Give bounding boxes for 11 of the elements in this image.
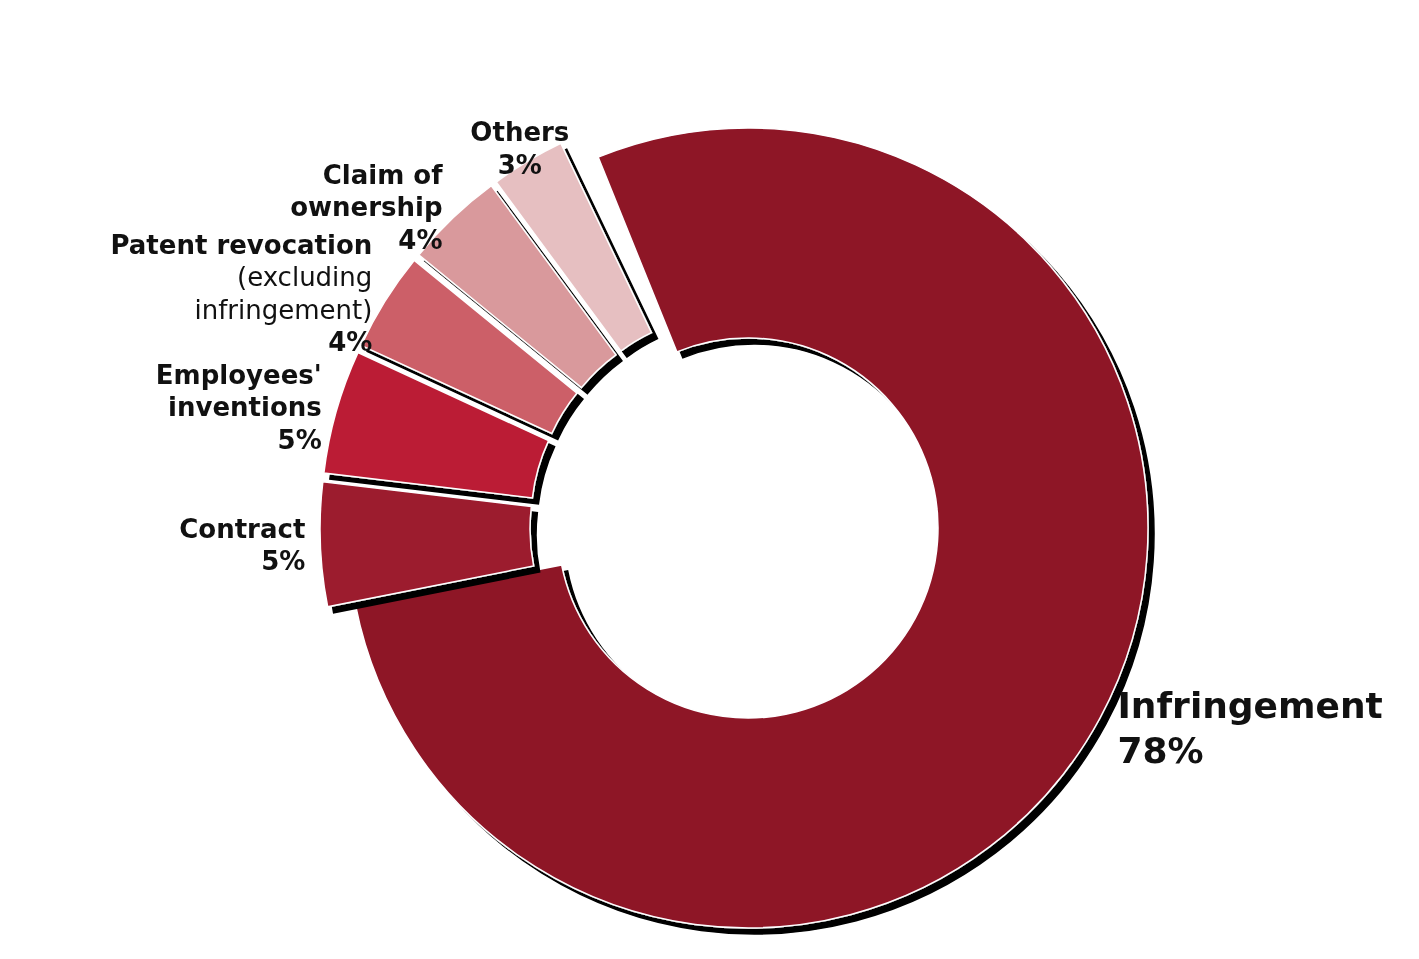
slice-label: Contract bbox=[179, 513, 306, 544]
slice-label: Claim of ownership bbox=[290, 159, 444, 223]
data-label: 5% bbox=[277, 424, 322, 455]
data-label: 78% bbox=[1117, 729, 1204, 771]
data-label: 4% bbox=[398, 224, 443, 255]
slice-label: Patent revocation (excluding infringement) bbox=[110, 229, 373, 325]
slice-label: Others bbox=[470, 117, 570, 148]
slice-label: Employees' inventions bbox=[155, 359, 322, 423]
slice-label: Infringement bbox=[1117, 684, 1383, 726]
data-label: 5% bbox=[261, 546, 306, 577]
data-label: 3% bbox=[497, 149, 542, 180]
